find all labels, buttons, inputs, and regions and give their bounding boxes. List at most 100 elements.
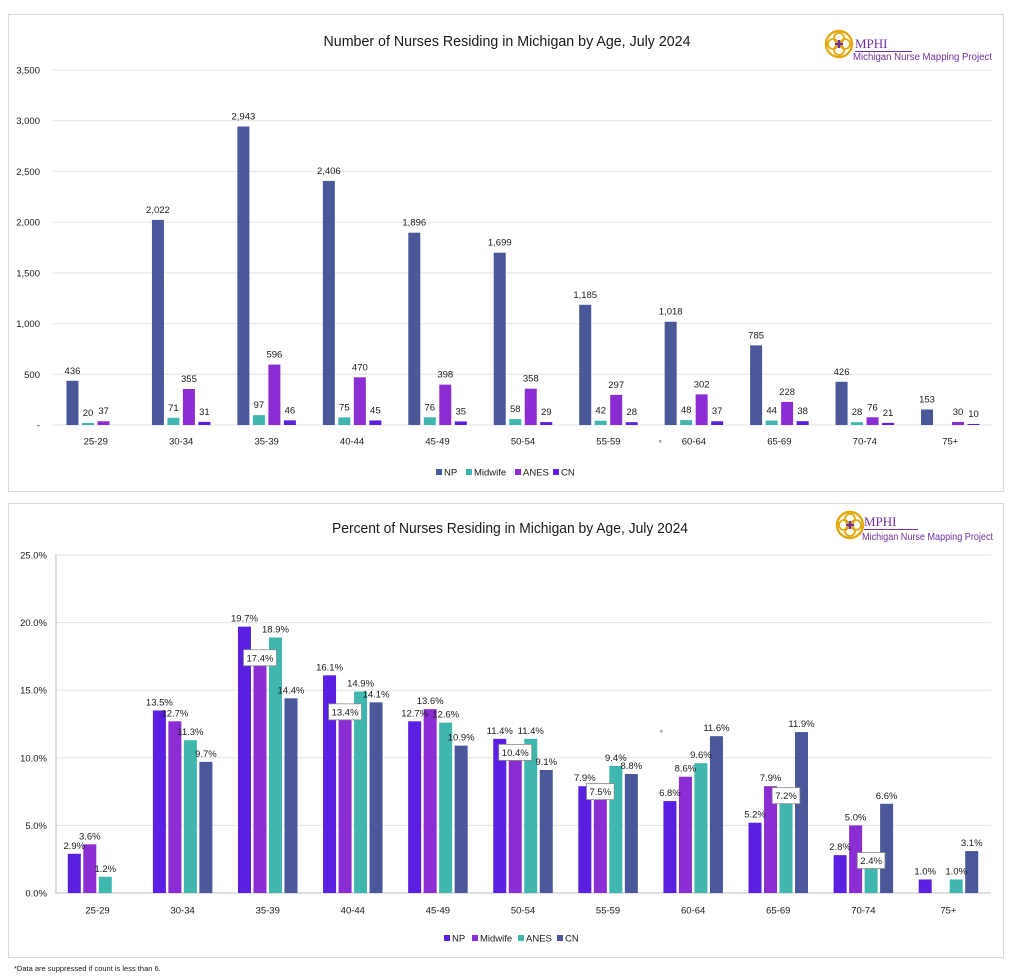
bar-midwife-50-54 [509, 419, 522, 425]
bar-anes-35-39 [268, 364, 281, 425]
bar-np-70-74 [835, 381, 848, 425]
data-label-np-40-44: 16.1% [316, 662, 343, 673]
bar-np-30-34 [151, 219, 164, 425]
data-label-np-60-64: 1,018 [659, 307, 683, 318]
data-label-cn-40-44: 14.1% [363, 689, 390, 700]
data-label-anes-30-34: 11.3% [177, 727, 204, 738]
data-label-midwife-35-39: 17.4% [247, 653, 274, 664]
bar-np-45-49 [408, 721, 422, 893]
data-label-np-25-29: 436 [65, 366, 81, 377]
count-chart-title: Number of Nurses Residing in Michigan by… [324, 33, 691, 50]
bar-midwife-45-49 [423, 417, 436, 425]
bar-anes-55-59 [610, 394, 623, 425]
data-label-cn-30-34: 31 [199, 407, 210, 418]
data-label-cn-50-54: 29 [541, 407, 552, 418]
data-label-anes-55-59: 9.4% [605, 753, 627, 764]
data-label-cn-50-54: 9.1% [535, 757, 557, 768]
bar-midwife-70-74 [851, 422, 864, 425]
data-label-anes-75-plus: 30 [953, 407, 964, 418]
y-tick-label: 1,000 [16, 319, 40, 330]
bar-cn-55-59 [625, 422, 638, 425]
bar-cn-40-44 [369, 702, 383, 893]
data-label-midwife-40-44: 75 [339, 402, 350, 413]
x-tick-label-35-39: 35-39 [256, 906, 280, 917]
data-label-midwife-40-44: 13.4% [332, 707, 359, 718]
bar-midwife-55-59 [594, 420, 607, 425]
bar-cn-35-39 [283, 420, 296, 425]
x-tick-label-30-34: 30-34 [169, 437, 193, 448]
x-tick-label-30-34: 30-34 [170, 906, 194, 917]
bar-anes-75-plus [949, 879, 963, 893]
data-label-anes-70-74: 76 [867, 402, 878, 413]
data-label-cn-35-39: 46 [285, 405, 296, 416]
percent-chart-plot: 0.0% 5.0% 10.0% 15.0% 20.0% 25.0% 25-29 30-34 35… [20, 551, 991, 945]
x-tick-label-60-64: 60-64 [682, 437, 706, 448]
y-tick-label: 500 [24, 370, 40, 381]
bar-anes-30-34 [182, 388, 195, 425]
data-label-box-anes-70-74 [856, 852, 886, 869]
data-label-cn-70-74: 21 [883, 408, 894, 419]
data-label-midwife-60-64: 8.6% [675, 764, 697, 775]
bar-cn-35-39 [284, 698, 298, 893]
legend-swatch-cn [557, 935, 563, 941]
bar-anes-50-54 [524, 388, 537, 425]
legend-label-anes: ANES [523, 468, 549, 479]
legend-label-np: NP [452, 934, 465, 945]
data-label-midwife-45-49: 76 [425, 402, 436, 413]
data-label-np-50-54: 1,699 [488, 238, 512, 249]
bar-anes-50-54 [524, 738, 538, 893]
y-tick-label: 10.0% [20, 753, 47, 764]
y-tick-label: 20.0% [20, 618, 47, 629]
data-labels: 436 2,022 2,943 2,406 1,896 1,699 1,185 1,018 78… [65, 111, 979, 419]
data-label-np-35-39: 19.7% [231, 614, 258, 625]
bar-cn-55-59 [624, 774, 638, 893]
bar-cn-45-49 [454, 745, 468, 893]
data-label-np-70-74: 2.8% [829, 842, 851, 853]
y-tick-label: 2,000 [16, 218, 40, 229]
x-tick-label-75-plus: 75+ [942, 437, 959, 448]
data-label-anes-40-44: 470 [352, 362, 368, 373]
data-label-midwife-35-39: 97 [254, 400, 265, 411]
data-label-midwife-60-64: 48 [681, 405, 692, 416]
bar-midwife-65-69 [765, 420, 778, 425]
data-label-np-40-44: 2,406 [317, 166, 341, 177]
bar-cn-75-plus [965, 851, 979, 893]
data-label-anes-45-49: 398 [437, 370, 453, 381]
data-label-cn-30-34: 9.7% [195, 749, 217, 760]
data-label-cn-55-59: 28 [626, 407, 637, 418]
data-label-anes-45-49: 12.6% [432, 710, 459, 721]
bar-anes-45-49 [439, 384, 452, 425]
data-label-midwife-70-74: 28 [852, 407, 863, 418]
bar-midwife-65-69 [764, 786, 778, 893]
data-label-anes-35-39: 18.9% [262, 624, 289, 635]
data-label-anes-55-59: 297 [608, 380, 624, 391]
legend-label-midwife: Midwife [480, 934, 512, 945]
bar-np-75-plus [921, 409, 934, 425]
y-tick-label: 1,500 [16, 268, 40, 279]
data-label-np-45-49: 12.7% [401, 708, 428, 719]
data-label-box-midwife-55-59 [586, 783, 615, 800]
data-label-np-55-59: 1,185 [573, 290, 597, 301]
legend: NP Midwife ANES CN [444, 934, 579, 945]
x-tick-label-40-44: 40-44 [341, 906, 365, 917]
data-label-midwife-25-29: 20 [83, 408, 94, 419]
data-label-np-30-34: 2,022 [146, 205, 170, 216]
bar-midwife-35-39 [252, 415, 265, 425]
data-label-anes-30-34: 355 [181, 374, 197, 385]
bar-midwife-50-54 [508, 752, 522, 893]
legend-label-cn: CN [565, 934, 579, 945]
data-label-np-65-69: 785 [748, 330, 764, 341]
data-label-np-75-plus: 153 [919, 394, 935, 405]
bar-np-65-69 [748, 822, 762, 893]
data-label-np-70-74: 426 [834, 367, 850, 378]
data-label-anes-65-69: 7.2% [775, 791, 797, 802]
bar-anes-45-49 [439, 722, 453, 893]
data-label-box-midwife-35-39 [243, 649, 277, 667]
bar-midwife-30-34 [168, 721, 182, 893]
data-label-cn-65-69: 11.9% [788, 719, 815, 730]
y-tick-label: 15.0% [20, 686, 47, 697]
bar-anes-70-74 [866, 417, 879, 425]
data-label-midwife-45-49: 13.6% [417, 696, 444, 707]
bar-midwife-45-49 [423, 709, 437, 893]
mphi-logo-icon [824, 29, 854, 59]
